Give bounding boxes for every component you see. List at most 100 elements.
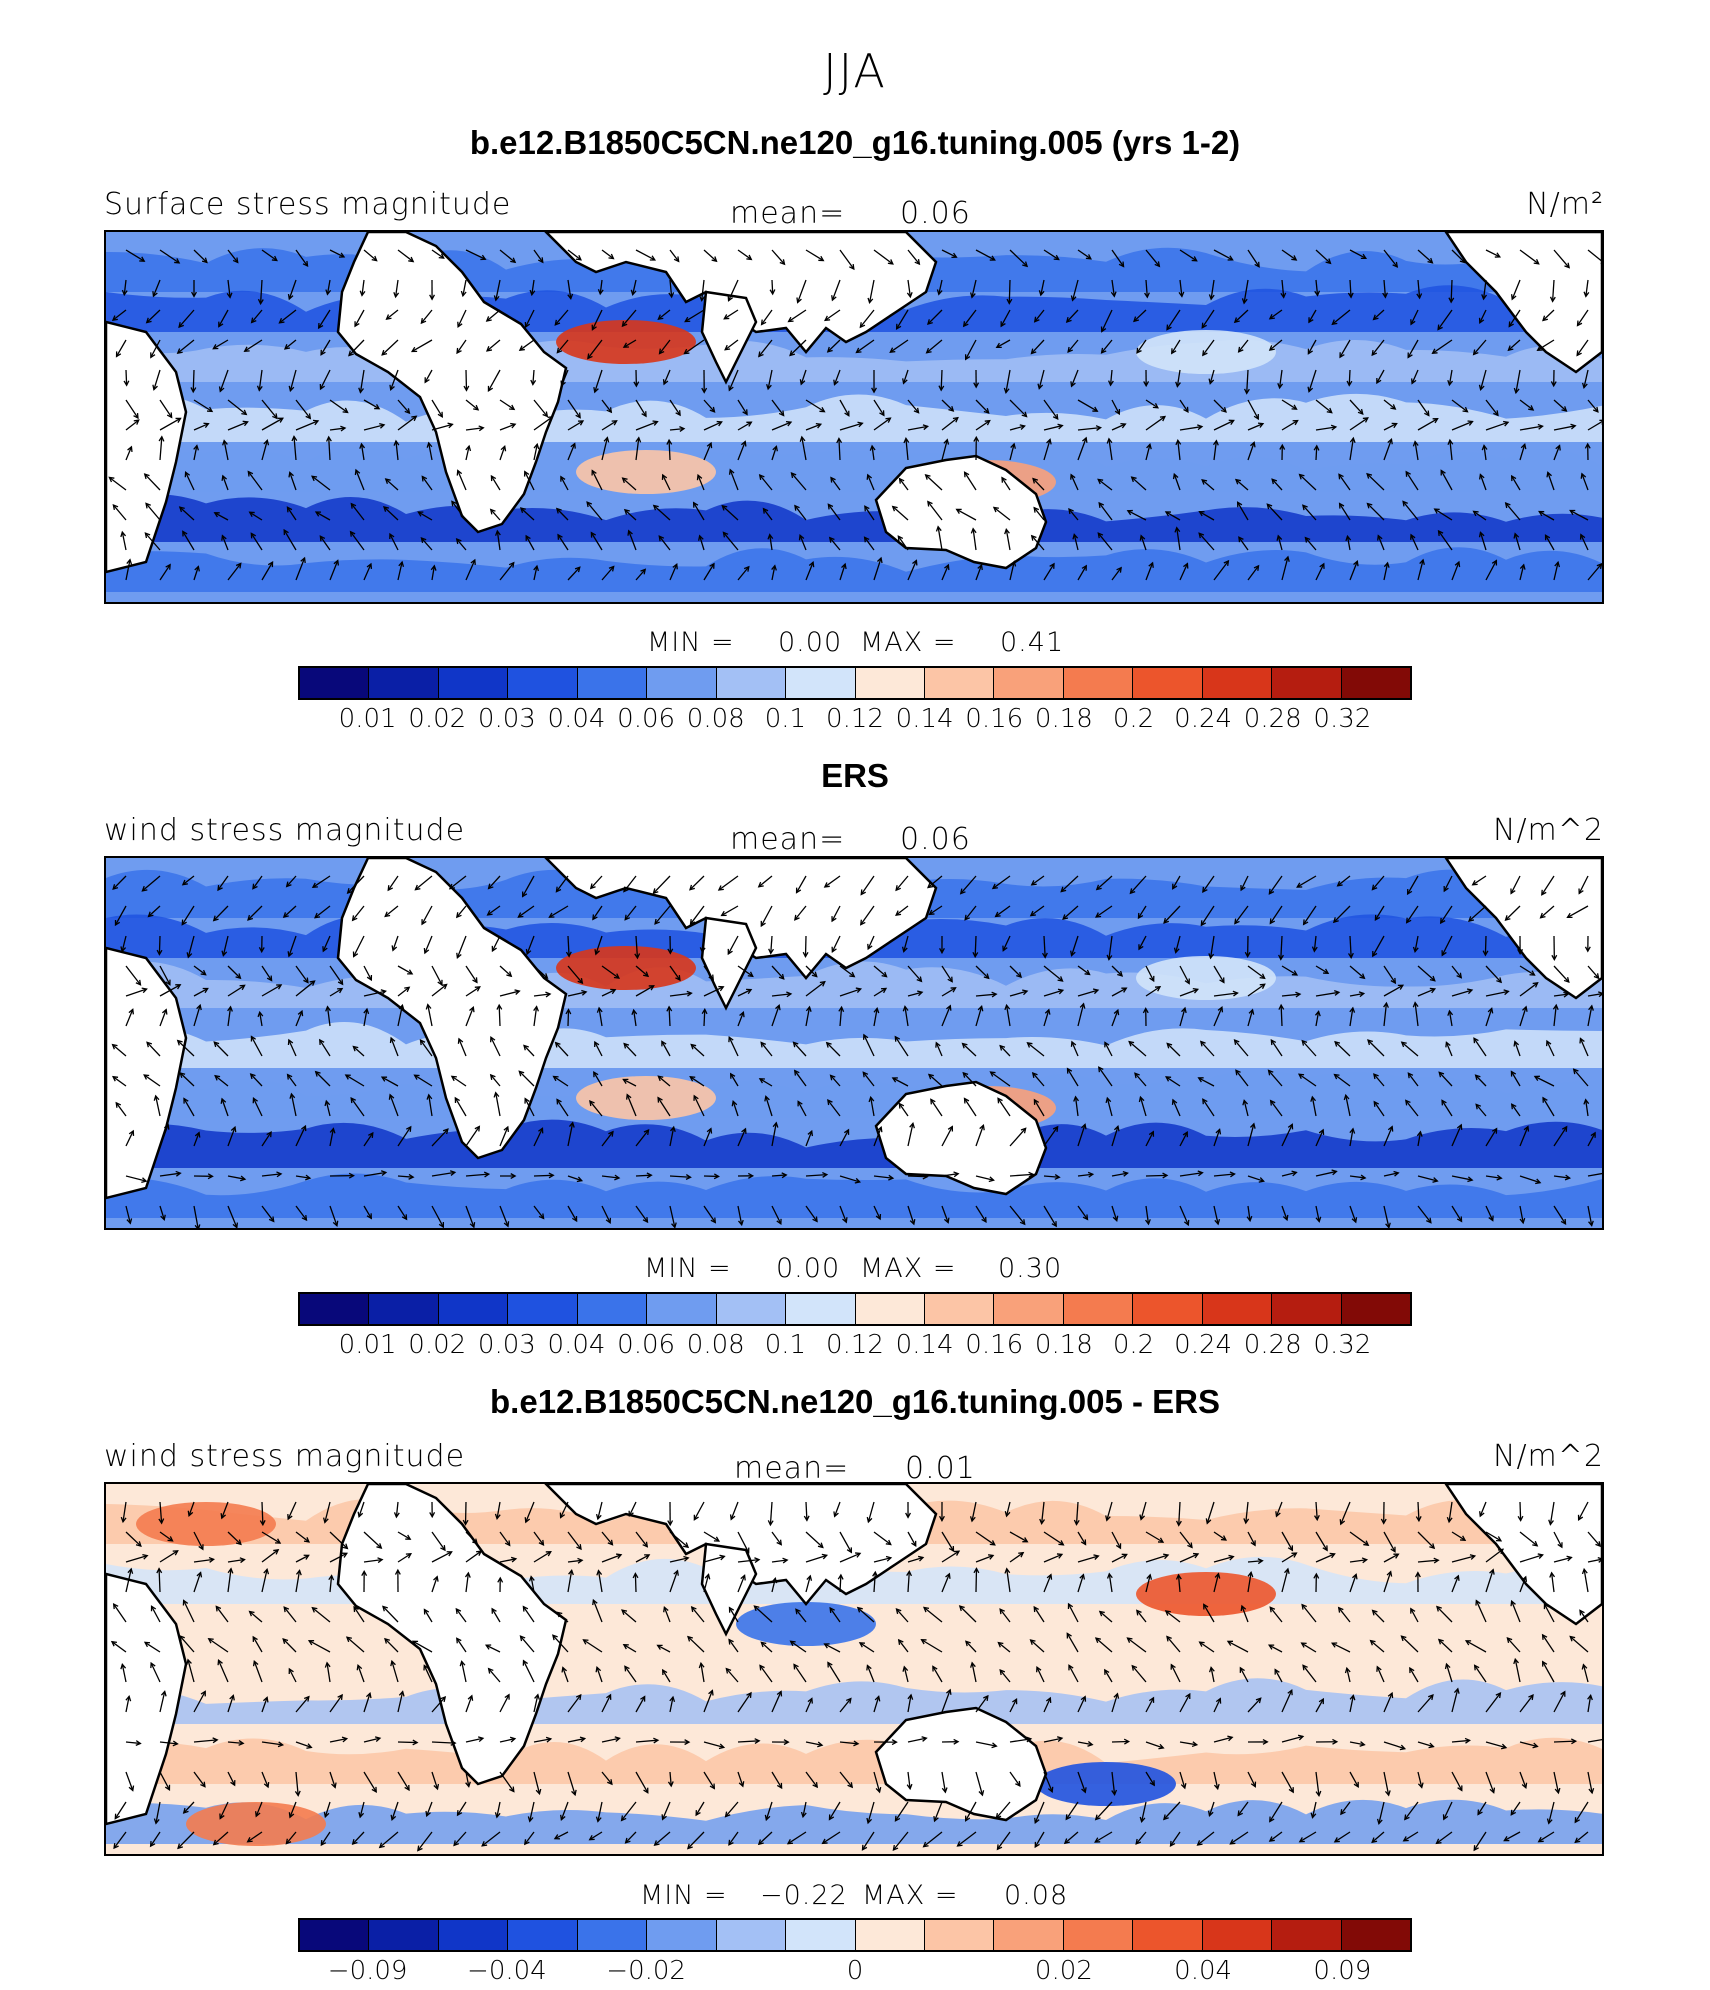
colorbar-tick-label: 0.02 xyxy=(408,704,466,734)
panel-2-title: ERS xyxy=(0,757,1710,795)
panel-3-max-value: 0.08 xyxy=(1004,1880,1068,1911)
colorbar-swatch xyxy=(300,1920,369,1950)
colorbar-tick-label: 0 xyxy=(847,1956,864,1986)
panel-2-min-label: MIN = xyxy=(644,1253,732,1284)
panel-1-max-value: 0.41 xyxy=(1000,627,1064,658)
colorbar-tick-label: 0.18 xyxy=(1035,704,1093,734)
map-field xyxy=(106,1484,1602,1854)
colorbar-tick-label: 0.12 xyxy=(826,704,884,734)
colorbar-swatch xyxy=(439,1920,508,1950)
colorbar-swatch xyxy=(925,1294,994,1324)
colorbar-tick-label: 0.03 xyxy=(478,704,536,734)
colorbar-swatch xyxy=(369,668,438,698)
panel-1-max-label: MAX = xyxy=(860,627,956,658)
panel-3-mean-value: 0.01 xyxy=(905,1451,976,1486)
colorbar-swatch xyxy=(1203,1294,1272,1324)
colorbar-swatch xyxy=(856,1920,925,1950)
colorbar-tick-label: 0.04 xyxy=(548,704,606,734)
colorbar-swatch xyxy=(369,1294,438,1324)
colorbar-tick-label: 0.14 xyxy=(896,704,954,734)
panel-1-mean-label: mean= xyxy=(730,196,845,231)
colorbar-swatch xyxy=(369,1920,438,1950)
panel-3-colorbar xyxy=(298,1918,1412,1952)
map-field xyxy=(106,858,1602,1228)
panel-3-max-label: MAX = xyxy=(862,1880,958,1911)
colorbar-tick-label: 0.01 xyxy=(339,1330,397,1360)
colorbar-swatch xyxy=(578,1920,647,1950)
colorbar-swatch xyxy=(1203,668,1272,698)
colorbar-swatch xyxy=(994,668,1063,698)
colorbar-swatch xyxy=(647,668,716,698)
colorbar-swatch xyxy=(1133,668,1202,698)
colorbar-swatch xyxy=(856,668,925,698)
colorbar-swatch xyxy=(1203,1920,1272,1950)
colorbar-swatch xyxy=(925,668,994,698)
colorbar-swatch xyxy=(1342,1294,1410,1324)
colorbar-swatch xyxy=(1064,1294,1133,1324)
colorbar-swatch xyxy=(717,668,786,698)
colorbar-tick-label: 0.03 xyxy=(478,1330,536,1360)
colorbar-swatch xyxy=(300,1294,369,1324)
panel-1-min-value: 0.00 xyxy=(778,627,842,658)
colorbar-tick-label: 0.04 xyxy=(548,1330,606,1360)
panel-3-map xyxy=(104,1482,1604,1856)
colorbar-tick-label: 0.02 xyxy=(408,1330,466,1360)
colorbar-swatch xyxy=(1133,1920,1202,1950)
panel-3-min-value: −0.22 xyxy=(760,1880,848,1911)
panel-2-mean-label: mean= xyxy=(730,822,845,857)
colorbar-tick-label: 0.2 xyxy=(1113,704,1154,734)
panel-2-min-value: 0.00 xyxy=(776,1253,840,1284)
panel-2-variable-label: wind stress magnitude xyxy=(104,813,465,848)
colorbar-tick-label: 0.14 xyxy=(896,1330,954,1360)
colorbar-tick-label: 0.24 xyxy=(1174,1330,1232,1360)
colorbar-tick-label: 0.28 xyxy=(1244,1330,1302,1360)
colorbar-swatch xyxy=(508,1294,577,1324)
panel-1-colorbar xyxy=(298,666,1412,700)
colorbar-tick-label: 0.24 xyxy=(1174,704,1232,734)
colorbar-swatch xyxy=(1064,668,1133,698)
colorbar-swatch xyxy=(856,1294,925,1324)
colorbar-tick-label: −0.02 xyxy=(606,1956,686,1986)
colorbar-tick-label: 0.08 xyxy=(687,1330,745,1360)
colorbar-tick-label: 0.06 xyxy=(617,704,675,734)
colorbar-swatch xyxy=(1272,1920,1341,1950)
colorbar-tick-label: 0.06 xyxy=(617,1330,675,1360)
panel-2-max-value: 0.30 xyxy=(998,1253,1062,1284)
colorbar-tick-label: 0.09 xyxy=(1313,1956,1371,1986)
colorbar-swatch xyxy=(1342,1920,1410,1950)
colorbar-swatch xyxy=(647,1294,716,1324)
colorbar-swatch xyxy=(300,668,369,698)
colorbar-tick-label: −0.09 xyxy=(328,1956,408,1986)
panel-1-mean-value: 0.06 xyxy=(900,196,971,231)
colorbar-swatch xyxy=(508,1920,577,1950)
colorbar-swatch xyxy=(1272,668,1341,698)
panel-3-title: b.e12.B1850C5CN.ne120_g16.tuning.005 - E… xyxy=(0,1383,1710,1421)
colorbar-swatch xyxy=(994,1294,1063,1324)
colorbar-swatch xyxy=(786,1294,855,1324)
panel-1-min-label: MIN = xyxy=(647,627,735,658)
colorbar-swatch xyxy=(786,668,855,698)
panel-1-map xyxy=(104,230,1604,604)
panel-3-min-label: MIN = xyxy=(640,1880,728,1911)
colorbar-tick-label: −0.04 xyxy=(467,1956,547,1986)
colorbar-tick-label: 0.18 xyxy=(1035,1330,1093,1360)
panel-2-colorbar xyxy=(298,1292,1412,1326)
colorbar-tick-label: 0.12 xyxy=(826,1330,884,1360)
colorbar-swatch xyxy=(647,1920,716,1950)
colorbar-swatch xyxy=(925,1920,994,1950)
panel-3-mean-label: mean= xyxy=(734,1451,849,1486)
colorbar-swatch xyxy=(439,1294,508,1324)
colorbar-swatch xyxy=(578,1294,647,1324)
colorbar-tick-label: 0.1 xyxy=(765,704,806,734)
panel-3-variable-label: wind stress magnitude xyxy=(104,1439,465,1474)
colorbar-swatch xyxy=(578,668,647,698)
panel-2-units: N/m^2 xyxy=(1493,813,1604,848)
season-title: JJA xyxy=(0,44,1710,98)
colorbar-tick-label: 0.16 xyxy=(965,1330,1023,1360)
colorbar-swatch xyxy=(1272,1294,1341,1324)
panel-2-map xyxy=(104,856,1604,1230)
colorbar-tick-label: 0.28 xyxy=(1244,704,1302,734)
